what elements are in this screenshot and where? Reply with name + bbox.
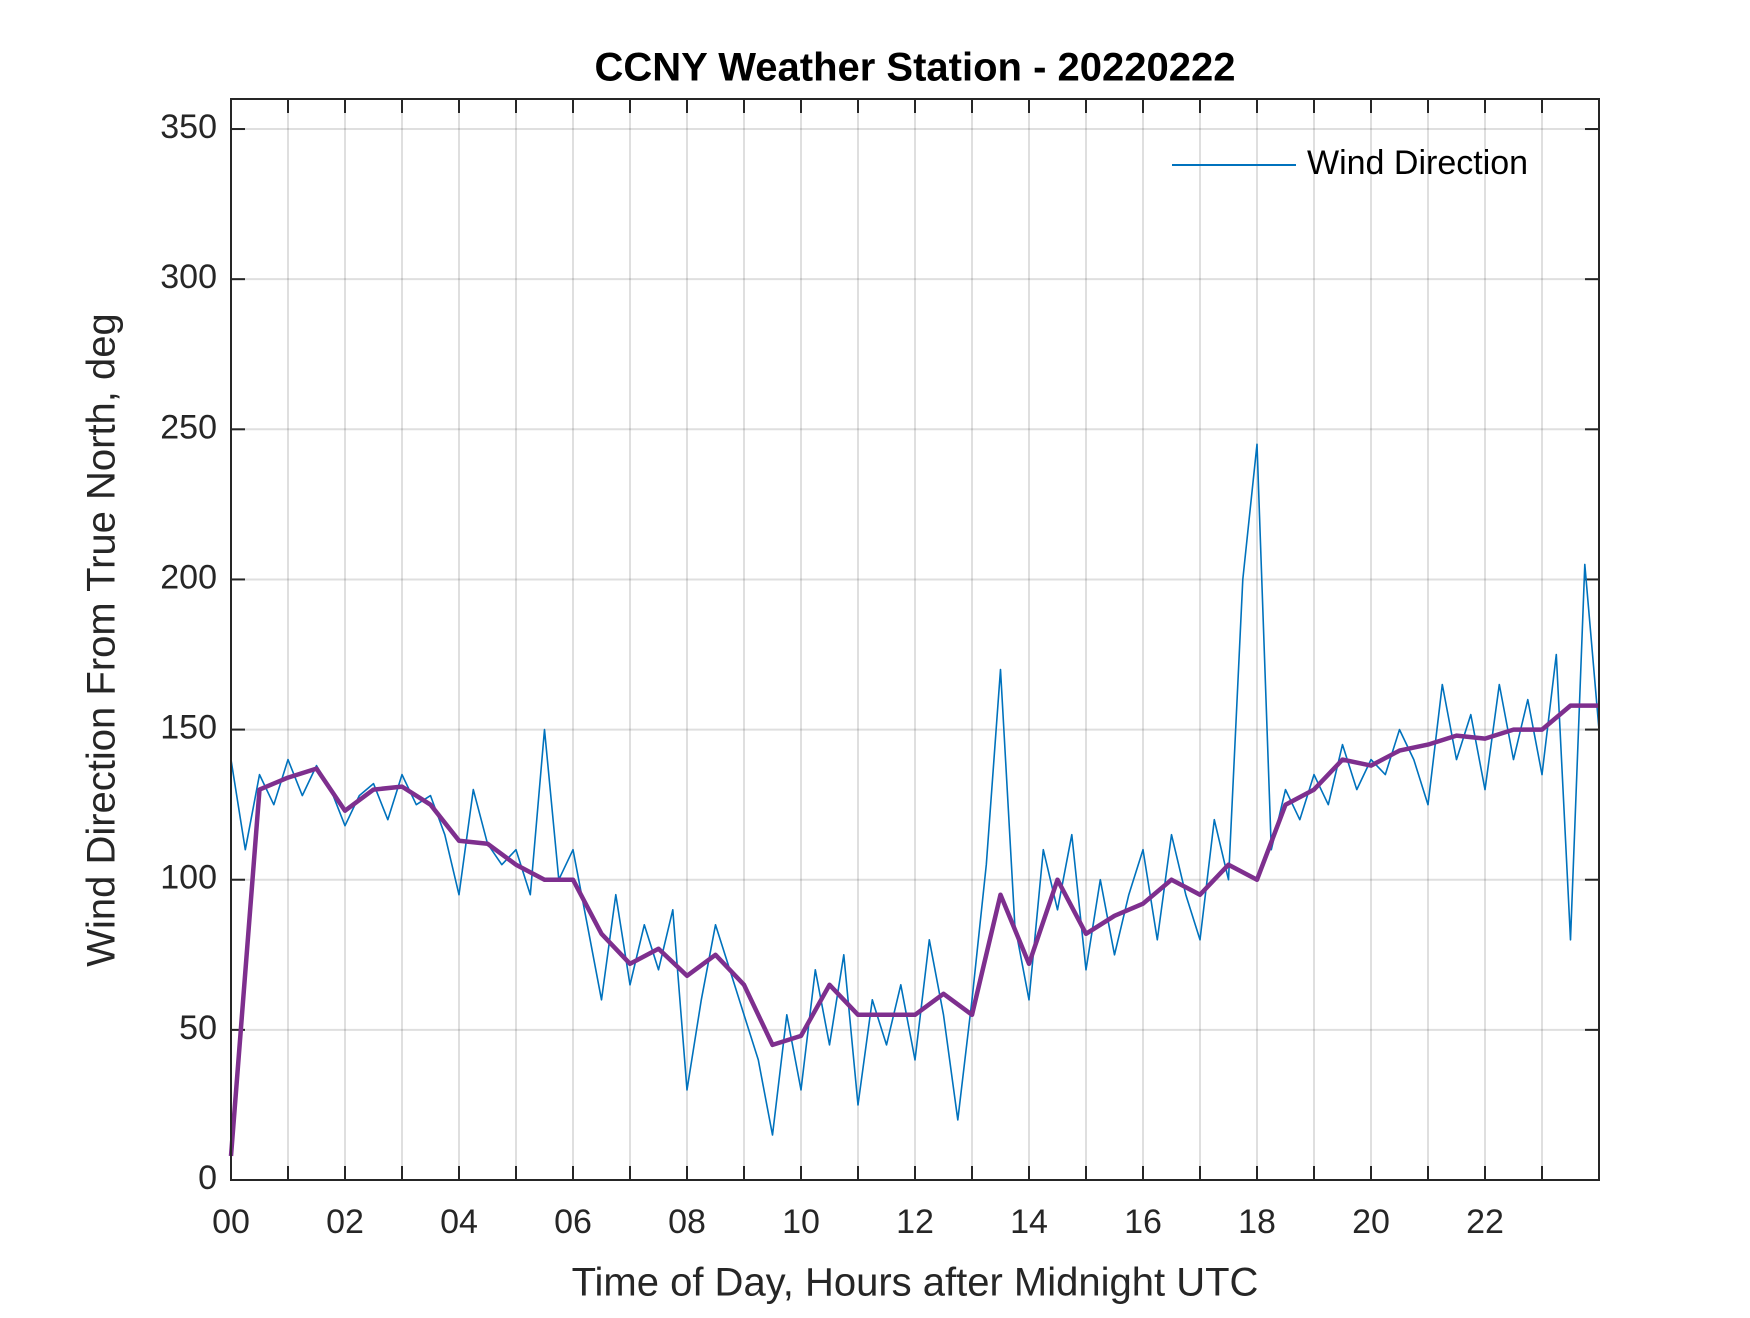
data-line (230, 443, 1600, 1136)
y-tick-label: 300 (160, 258, 217, 296)
x-tick-label: 10 (782, 1203, 820, 1241)
x-tick-label: 04 (440, 1203, 478, 1241)
x-tick-label: 20 (1352, 1203, 1390, 1241)
y-tick-label: 250 (160, 408, 217, 446)
legend-label: Wind Direction (1307, 144, 1528, 182)
y-tick-label: 150 (160, 709, 217, 747)
y-axis-label: Wind Direction From True North, deg (80, 313, 124, 967)
data-line (228, 703, 1599, 1157)
y-tick-label: 350 (160, 108, 217, 146)
chart-title: CCNY Weather Station - 20220222 (595, 46, 1236, 90)
x-tick-label: 00 (212, 1203, 250, 1241)
x-axis-label: Time of Day, Hours after Midnight UTC (572, 1261, 1259, 1305)
x-tick-label: 14 (1010, 1203, 1048, 1241)
x-tick-label: 08 (668, 1203, 706, 1241)
x-tick-label: 22 (1466, 1203, 1504, 1241)
y-tick-label: 200 (160, 558, 217, 596)
x-tick-label: 12 (896, 1203, 934, 1241)
y-tick-label: 50 (179, 1009, 217, 1047)
x-tick-label: 06 (554, 1203, 592, 1241)
x-tick-label: 18 (1238, 1203, 1276, 1241)
x-tick-label: 02 (326, 1203, 364, 1241)
y-tick-label: 0 (198, 1159, 217, 1197)
x-tick-label: 16 (1124, 1203, 1162, 1241)
axes-box (230, 98, 1600, 1181)
y-tick-label: 100 (160, 859, 217, 897)
